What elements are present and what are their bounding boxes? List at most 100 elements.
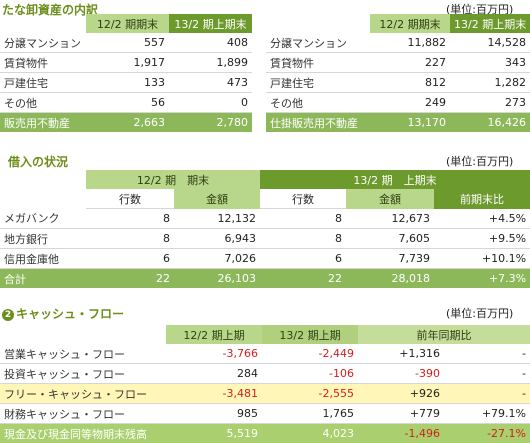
table-cell: -390 — [358, 364, 444, 384]
table-cell: 1,282 — [450, 73, 530, 93]
table-cell: -106 — [262, 364, 358, 384]
table-cell: 分譲マンション — [0, 33, 86, 53]
table-cell: 分譲マンション — [266, 33, 370, 53]
table-cell: 343 — [450, 53, 530, 73]
table-cell: 408 — [169, 33, 252, 53]
table-cell: 戸建住宅 — [266, 73, 370, 93]
table-cell: 7,605 — [346, 229, 434, 249]
col-header: 行数 — [260, 189, 346, 209]
table-cell: 6,943 — [174, 229, 260, 249]
col-header: 金額 — [174, 189, 260, 209]
table-cell: - — [444, 384, 530, 404]
cashflow-table: 12/2 期上期 13/2 期上期 前年同期比 営業キャッシュ・フロー-3,76… — [0, 325, 530, 443]
col-header: 13/2 期上期末 — [450, 14, 530, 33]
table-cell: -3,766 — [166, 344, 262, 364]
period-header: 12/2 期 期末 — [86, 170, 260, 189]
table-cell: 985 — [166, 404, 262, 424]
table-cell: フリー・キャッシュ・フロー — [0, 384, 166, 404]
table-cell — [0, 325, 166, 344]
table-cell: その他 — [266, 93, 370, 113]
table-cell: 56 — [86, 93, 169, 113]
table-cell: 2,663 — [86, 113, 169, 133]
table-cell: 1,765 — [262, 404, 358, 424]
table-cell: 13,170 — [370, 113, 450, 133]
table-cell: 賃貸物件 — [266, 53, 370, 73]
table-cell — [0, 189, 86, 209]
table-cell: 現金及び現金同等物期末残高 — [0, 424, 166, 443]
table-cell: 8 — [86, 229, 174, 249]
table-cell: メガバンク — [0, 209, 86, 229]
table-cell: 1,899 — [169, 53, 252, 73]
period-header: 13/2 期 上期末 — [260, 170, 530, 189]
col-header: 12/2 期期末 — [370, 14, 450, 33]
table-cell: +4.5% — [434, 209, 530, 229]
table-cell: 戸建住宅 — [0, 73, 86, 93]
table-cell: 12,132 — [174, 209, 260, 229]
table-cell: 6 — [86, 249, 174, 269]
cashflow-title-text: キャッシュ・フロー — [16, 307, 124, 321]
col-header: 13/2 期上期 — [262, 325, 358, 344]
table-cell: +926 — [358, 384, 444, 404]
table-cell: 販売用不動産 — [0, 113, 86, 133]
table-cell: 7,739 — [346, 249, 434, 269]
table-cell: 249 — [370, 93, 450, 113]
table-cell: 1,917 — [86, 53, 169, 73]
table-cell: 557 — [86, 33, 169, 53]
col-header: 行数 — [86, 189, 174, 209]
table-cell: 26,103 — [174, 269, 260, 289]
cashflow-unit: (単位:百万円) — [446, 305, 513, 321]
table-row: 営業キャッシュ・フロー-3,766-2,449+1,316- — [0, 344, 530, 364]
table-cell: +7.3% — [434, 269, 530, 289]
col-header: 13/2 期上期末 — [169, 14, 252, 33]
table-cell: -2,449 — [262, 344, 358, 364]
table-cell: 地方銀行 — [0, 229, 86, 249]
table-cell: 合計 — [0, 269, 86, 289]
table-row: フリー・キャッシュ・フロー-3,481-2,555+926- — [0, 384, 530, 404]
table-cell: 284 — [166, 364, 262, 384]
table-cell: 8 — [86, 209, 174, 229]
table-cell: 0 — [169, 93, 252, 113]
table-cell: 7,026 — [174, 249, 260, 269]
table-cell — [0, 14, 86, 33]
table-cell — [266, 14, 370, 33]
table-cell: 28,018 — [346, 269, 434, 289]
table-cell: 14,528 — [450, 33, 530, 53]
table-cell: 信用金庫他 — [0, 249, 86, 269]
table-cell: +9.5% — [434, 229, 530, 249]
table-cell: 賃貸物件 — [0, 53, 86, 73]
table-cell: -1,496 — [358, 424, 444, 443]
table-cell: 4,023 — [262, 424, 358, 443]
table-cell: 273 — [450, 93, 530, 113]
borrowing-unit: (単位:百万円) — [446, 153, 513, 169]
col-header: 前期末比 — [434, 189, 530, 209]
col-header: 前年同期比 — [358, 325, 530, 344]
table-cell: 財務キャッシュ・フロー — [0, 404, 166, 424]
table-cell: 8 — [260, 229, 346, 249]
col-header: 12/2 期上期 — [166, 325, 262, 344]
table-cell: 133 — [86, 73, 169, 93]
table-cell: 5,519 — [166, 424, 262, 443]
table-cell: 営業キャッシュ・フロー — [0, 344, 166, 364]
table-cell: -3,481 — [166, 384, 262, 404]
table-cell: - — [444, 344, 530, 364]
table-cell: +79.1% — [444, 404, 530, 424]
table-cell: 2,780 — [169, 113, 252, 133]
table-cell: 12,673 — [346, 209, 434, 229]
table-cell — [0, 170, 86, 189]
table-cell: 仕掛販売用不動産 — [266, 113, 370, 133]
